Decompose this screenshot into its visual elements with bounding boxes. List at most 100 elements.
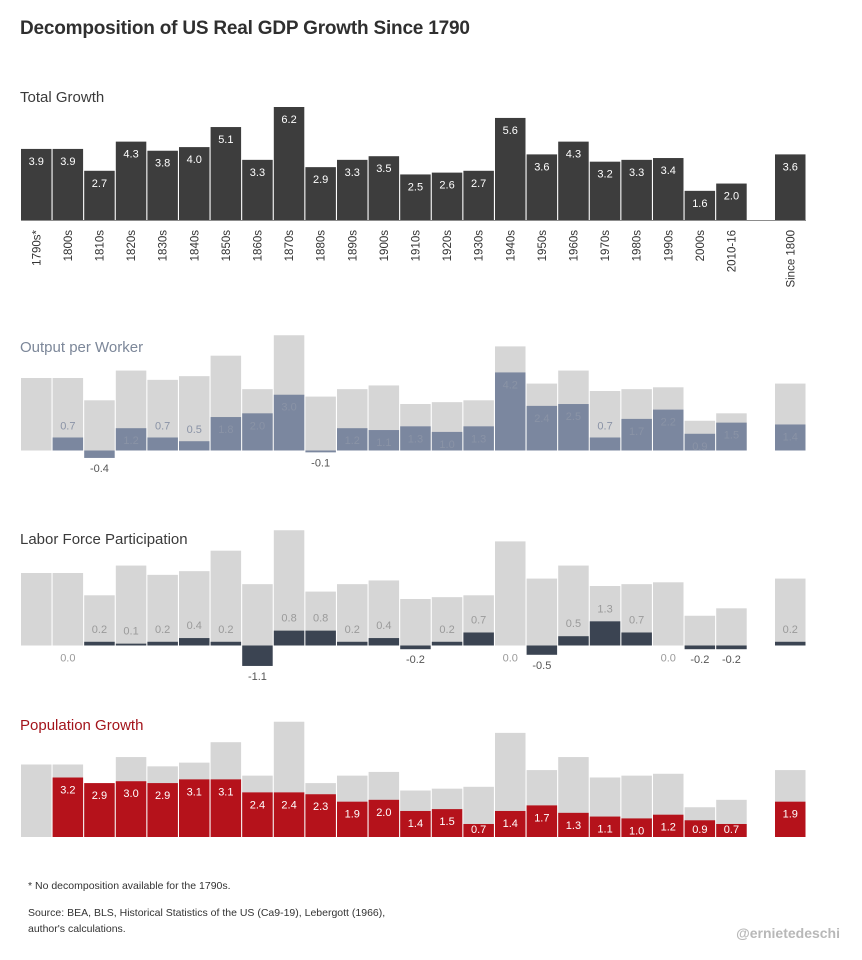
- ghost-bar-labor-force-participation-1990s: [653, 582, 684, 646]
- label-population-growth-1900s: 2.0: [376, 807, 391, 819]
- label-output-per-worker-1850s: 1.8: [218, 424, 233, 436]
- bar-output-per-worker-2010-16: [716, 422, 747, 451]
- bar-labor-force-participation-1820s: [115, 643, 147, 646]
- bar-labor-force-participation-since-1800: [775, 641, 806, 646]
- bar-total-2000s: [684, 190, 716, 220]
- ghost-bar-output-per-worker-1840s: [179, 376, 210, 451]
- bar-total-1920s: [431, 172, 463, 220]
- tick-label-1950s: 1950s: [537, 230, 549, 262]
- bar-output-per-worker-1870s: [273, 394, 305, 451]
- label-output-per-worker-1950s: 2.4: [534, 413, 549, 425]
- ghost-bar-labor-force-participation-1960s: [558, 565, 589, 646]
- label-labor-force-participation-1820s: 0.1: [123, 626, 138, 638]
- bar-population-growth-1810s: [84, 783, 115, 837]
- label-population-growth-1820s: 3.0: [123, 788, 138, 800]
- label-output-per-worker-2010-16: 1.5: [724, 430, 739, 442]
- label-output-per-worker-1880s: -0.1: [311, 457, 330, 469]
- panel-title-output-per-worker: Output per Worker: [20, 339, 144, 356]
- tick-label-1820s: 1820s: [126, 230, 138, 262]
- tick-label-1870s: 1870s: [284, 230, 296, 262]
- label-population-growth-1970s: 1.1: [597, 824, 612, 836]
- label-output-per-worker-1910s: 1.3: [408, 433, 423, 445]
- bar-labor-force-participation-1890s: [337, 641, 368, 646]
- ghost-bar-labor-force-participation-1870s: [273, 530, 305, 646]
- bar-output-per-worker-1900s: [368, 430, 400, 451]
- bar-population-growth-1960s: [558, 812, 589, 837]
- tick-label-1970s: 1970s: [600, 230, 612, 262]
- ghost-bar-labor-force-participation-1810s: [84, 595, 115, 646]
- label-labor-force-participation-2000s: -0.2: [690, 654, 709, 666]
- ghost-bar-labor-force-participation-1940s: [495, 541, 526, 646]
- label-population-growth-1880s: 2.3: [313, 801, 328, 813]
- bar-total-1870s: [273, 107, 305, 220]
- bar-labor-force-participation-1870s: [273, 630, 305, 646]
- bar-population-growth-1930s: [463, 823, 494, 837]
- label-labor-force-participation-1900s: 0.4: [376, 620, 391, 632]
- ghost-bar-labor-force-participation-1920s: [431, 597, 463, 646]
- label-population-growth-1840s: 3.1: [187, 786, 202, 798]
- label-total-1900s: 3.5: [376, 163, 391, 175]
- label-output-per-worker-1930s: 1.3: [471, 433, 486, 445]
- source-note-continued: author's calculations.: [28, 923, 126, 935]
- label-output-per-worker-since-1800: 1.4: [783, 431, 798, 443]
- tick-label-1840s: 1840s: [189, 230, 201, 262]
- bar-population-growth-2000s: [684, 820, 716, 837]
- bar-labor-force-participation-1810s: [84, 641, 115, 646]
- label-total-2000s: 1.6: [692, 198, 707, 210]
- bar-total-1900s: [368, 156, 400, 220]
- chart-title: Decomposition of US Real GDP Growth Sinc…: [20, 18, 470, 39]
- label-output-per-worker-1820s: 1.2: [123, 435, 138, 447]
- tick-label-1940s: 1940s: [505, 230, 517, 262]
- bar-population-growth-1940s: [495, 810, 526, 837]
- bar-labor-force-participation-1850s: [210, 641, 242, 646]
- bar-population-growth-1910s: [400, 810, 431, 837]
- bar-population-growth-1880s: [305, 794, 336, 837]
- panel-title-labor-force-participation: Labor Force Participation: [20, 531, 188, 548]
- label-output-per-worker-2000s: 0.9: [692, 441, 707, 453]
- label-total-1850s: 5.1: [218, 134, 233, 146]
- label-output-per-worker-1840s: 0.5: [187, 424, 202, 436]
- label-labor-force-participation-1850s: 0.2: [218, 624, 233, 636]
- label-population-growth-1980s: 1.0: [629, 825, 644, 837]
- bar-population-growth-1820s: [115, 781, 147, 837]
- bar-output-per-worker-1860s: [242, 413, 273, 451]
- bar-labor-force-participation-1980s: [621, 632, 652, 646]
- ghost-bar-labor-force-participation-1860s: [242, 584, 273, 646]
- bar-output-per-worker-1970s: [589, 437, 621, 451]
- label-population-growth-1800s: 3.2: [60, 785, 75, 797]
- bar-output-per-worker-1980s: [621, 418, 652, 451]
- label-population-growth-1910s: 1.4: [408, 818, 423, 830]
- bar-labor-force-participation-1970s: [589, 621, 621, 646]
- label-labor-force-participation-1830s: 0.2: [155, 624, 170, 636]
- bar-total-1970s: [589, 161, 621, 220]
- author-credit: @ernietedeschi: [736, 925, 840, 941]
- label-labor-force-participation-1880s: 0.8: [313, 613, 328, 625]
- label-total-1880s: 2.9: [313, 174, 328, 186]
- bar-population-growth-1870s: [273, 792, 305, 837]
- label-population-growth-1860s: 2.4: [250, 799, 265, 811]
- bar-population-growth-1840s: [179, 779, 210, 837]
- ghost-bar-labor-force-participation-1910s: [400, 599, 431, 646]
- bar-total-2010-16: [716, 183, 747, 220]
- label-population-growth-1850s: 3.1: [218, 786, 233, 798]
- bar-total-1830s: [147, 150, 178, 220]
- label-output-per-worker-1810s: -0.4: [90, 463, 109, 475]
- bar-output-per-worker-2000s: [684, 433, 716, 451]
- bar-total-1840s: [179, 147, 210, 220]
- tick-label-since-1800: Since 1800: [785, 230, 797, 288]
- bar-output-per-worker-1890s: [337, 428, 368, 451]
- bar-labor-force-participation-1920s: [431, 641, 463, 646]
- bar-population-growth-1830s: [147, 783, 178, 837]
- bar-labor-force-participation-1860s: [242, 645, 273, 666]
- bar-labor-force-participation-1900s: [368, 638, 400, 646]
- label-total-1970s: 3.2: [597, 169, 612, 181]
- label-population-growth-1950s: 1.7: [534, 812, 549, 824]
- bar-total-1800s: [52, 148, 84, 220]
- label-labor-force-participation-1910s: -0.2: [406, 654, 425, 666]
- ghost-bar-labor-force-participation-2010-16: [716, 608, 747, 646]
- panel-title-total-growth: Total Growth: [20, 89, 105, 106]
- label-total-1960s: 4.3: [566, 149, 581, 161]
- label-output-per-worker-1980s: 1.7: [629, 426, 644, 438]
- panel-title-population-growth: Population Growth: [20, 717, 144, 734]
- label-population-growth-1890s: 1.9: [345, 809, 360, 821]
